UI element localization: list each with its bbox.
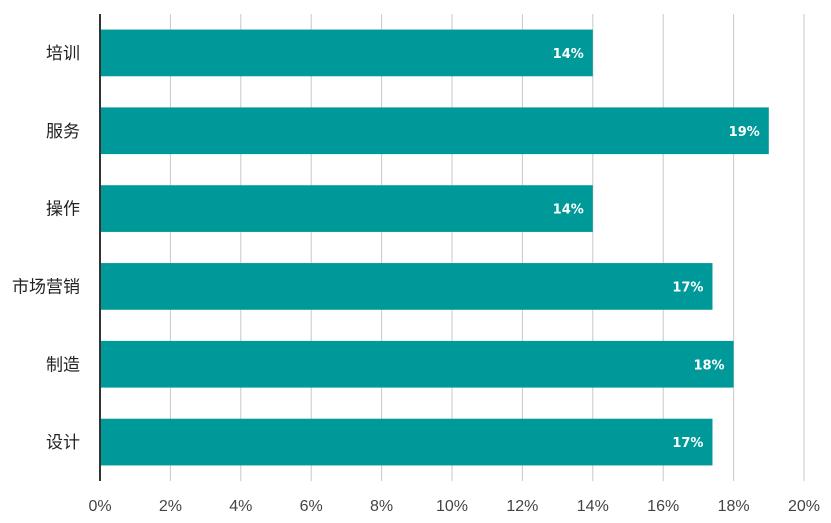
- category-label: 制造: [46, 355, 80, 375]
- x-tick-label: 18%: [718, 498, 750, 515]
- bar: [100, 29, 593, 77]
- data-label: 17%: [672, 436, 703, 451]
- x-tick-label: 12%: [506, 498, 538, 515]
- bar: [100, 263, 713, 310]
- category-label: 培训: [46, 44, 80, 64]
- category-label: 市场营销: [12, 277, 80, 297]
- x-axis-tick-labels: 0% 2% 4% 6% 8% 10% 12% 14% 16% 18% 20%: [88, 498, 820, 515]
- x-tick-label: 10%: [436, 498, 468, 515]
- data-label: 19%: [729, 125, 760, 140]
- bar: [100, 340, 734, 388]
- x-tick-label: 4%: [229, 498, 252, 515]
- x-tick-label: 16%: [647, 498, 679, 515]
- bar: [100, 185, 593, 232]
- data-label: 14%: [553, 203, 584, 218]
- data-label: 18%: [693, 358, 724, 373]
- gridlines: [169, 14, 805, 481]
- x-tick-label: 6%: [300, 498, 323, 515]
- bars: 14% 19% 14% 17% 18% 17%: [100, 29, 769, 466]
- category-label: 服务: [46, 122, 80, 142]
- x-tick-label: 8%: [370, 498, 393, 515]
- bar: [100, 418, 713, 466]
- bar: [100, 107, 769, 155]
- category-label: 设计: [46, 433, 80, 453]
- category-label: 操作: [46, 200, 80, 220]
- x-tick-label: 14%: [577, 498, 609, 515]
- data-label: 14%: [553, 47, 584, 62]
- x-tick-label: 20%: [788, 498, 820, 515]
- x-tick-label: 0%: [88, 498, 111, 515]
- data-label: 17%: [672, 280, 703, 295]
- x-tick-label: 2%: [159, 498, 182, 515]
